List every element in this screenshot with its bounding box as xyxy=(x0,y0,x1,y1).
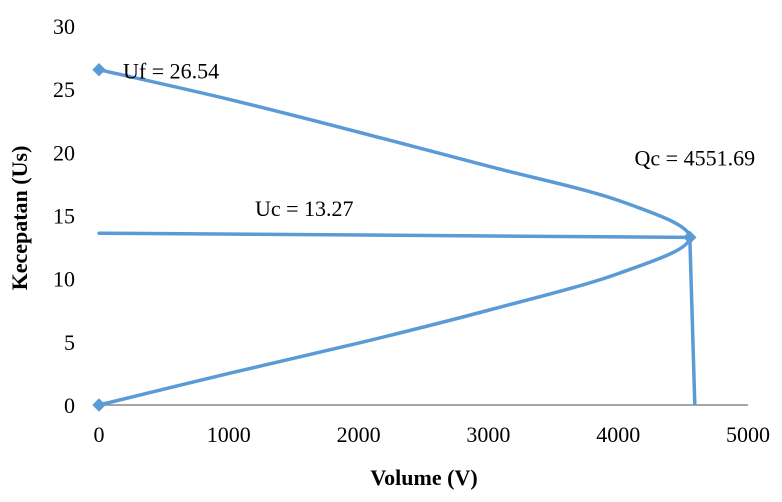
y-tick-group: 0 5 10 15 20 25 30 xyxy=(53,14,75,418)
annotation-qc: Qc = 4551.69 xyxy=(635,145,756,170)
annotation-uc: Uc = 13.27 xyxy=(255,196,354,221)
reference-line-2 xyxy=(688,235,697,406)
marker-layer xyxy=(92,63,697,412)
x-tick-label: 3000 xyxy=(466,422,510,447)
x-tick-label: 4000 xyxy=(596,422,640,447)
y-tick-label: 10 xyxy=(53,267,75,292)
y-tick-label: 0 xyxy=(64,393,75,418)
y-tick-label: 20 xyxy=(53,140,75,165)
y-tick-label: 5 xyxy=(64,330,75,355)
y-tick-label: 15 xyxy=(53,204,75,229)
x-tick-label: 5000 xyxy=(726,422,770,447)
series-layer xyxy=(97,67,697,407)
x-tick-label: 0 xyxy=(94,422,105,447)
x-tick-group: 0 1000 2000 3000 4000 5000 xyxy=(94,422,771,447)
reference-line-1 xyxy=(97,231,692,240)
x-axis-title: Volume (V) xyxy=(370,465,477,490)
y-tick-label: 30 xyxy=(53,14,75,39)
annotation-layer: Uf = 26.54 Uc = 13.27 Qc = 4551.69 xyxy=(123,59,755,221)
axes-layer: 0 1000 2000 3000 4000 5000 0 5 10 15 20 25 30 xyxy=(53,14,770,447)
data-point-marker xyxy=(92,398,106,412)
x-tick-label: 1000 xyxy=(207,422,251,447)
y-axis-title: Kecepatan (Us) xyxy=(7,146,32,291)
data-point-marker xyxy=(92,63,106,77)
y-tick-label: 25 xyxy=(53,77,75,102)
x-tick-label: 2000 xyxy=(337,422,381,447)
annotation-uf: Uf = 26.54 xyxy=(123,59,219,84)
data-point-marker xyxy=(683,230,697,245)
